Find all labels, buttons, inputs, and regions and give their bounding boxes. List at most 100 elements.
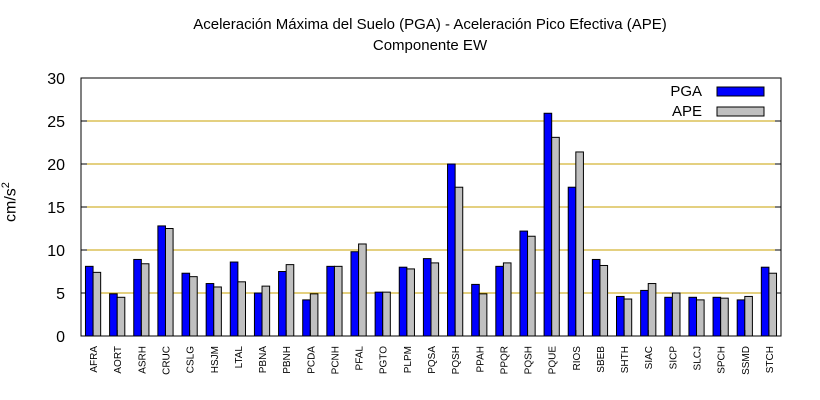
bar-pga — [374, 291, 384, 337]
bar-pga — [157, 225, 166, 337]
bar-pga — [350, 251, 360, 337]
x-tick-label: PCDA — [306, 346, 317, 374]
bar-pga — [736, 299, 746, 337]
bar-ape — [237, 281, 246, 337]
bar-pga — [664, 296, 673, 337]
bar-pga — [712, 296, 722, 337]
bar-ape — [527, 235, 536, 337]
bar-pga — [205, 283, 215, 337]
x-tick-label: AFRA — [89, 346, 100, 373]
bar-ape — [575, 151, 584, 337]
bar-ape — [309, 293, 319, 337]
bar-pga — [326, 265, 335, 337]
y-tick-label: 0 — [56, 329, 65, 346]
x-tick-label: PQSH — [524, 346, 535, 374]
x-tick-label: SBEB — [596, 346, 607, 373]
bar-pga — [229, 261, 239, 337]
bar-ape — [430, 262, 440, 337]
x-tick-label: AORT — [113, 346, 124, 374]
bar-pga — [543, 112, 553, 337]
bar-ape — [647, 283, 657, 337]
legend-label-pga: PGA — [670, 83, 702, 100]
x-tick-label: PGTO — [379, 346, 390, 374]
x-tick-label: STCH — [765, 346, 776, 373]
x-tick-label: SIAC — [644, 346, 655, 369]
bar-ape — [189, 276, 198, 337]
y-tick-label: 20 — [47, 157, 65, 174]
bar-pga — [84, 265, 94, 337]
chart-title: Aceleración Máxima del Suelo (PGA) - Ace… — [193, 16, 667, 33]
bar-pga — [688, 296, 698, 337]
legend-swatch-ape — [716, 106, 765, 117]
bar-ape — [164, 228, 174, 337]
bar-ape — [116, 296, 126, 337]
bar-ape — [261, 285, 271, 337]
bar-pga — [302, 299, 311, 337]
bar-ape — [358, 243, 367, 337]
bar-ape — [92, 271, 102, 337]
x-tick-label: SPCH — [717, 346, 728, 374]
bar-pga — [278, 271, 287, 337]
x-tick-label: SICP — [668, 346, 679, 370]
bar-ape — [551, 136, 560, 337]
bar-pga — [181, 272, 191, 337]
bar-pga — [760, 266, 770, 337]
bar-ape — [696, 299, 705, 337]
bar-ape — [213, 286, 222, 337]
x-tick-label: PCNH — [330, 346, 341, 374]
bar-pga — [398, 266, 408, 337]
bar-pga — [640, 289, 649, 337]
legend-swatch-pga — [716, 86, 765, 97]
bar-pga — [109, 293, 118, 337]
bar-pga — [447, 163, 456, 337]
x-tick-label: PPQR — [499, 346, 510, 374]
x-tick-label: HSJM — [210, 346, 221, 373]
bar-pga — [133, 258, 142, 337]
bar-pga — [616, 295, 625, 337]
plot-frame — [80, 77, 782, 337]
bar-pga — [422, 258, 432, 337]
bar-pga — [253, 292, 263, 337]
x-tick-label: PBNH — [282, 346, 293, 374]
y-tick-label: 30 — [47, 71, 65, 88]
bar-pga — [495, 265, 504, 337]
x-tick-label: PQSA — [427, 346, 438, 374]
bar-ape — [382, 291, 391, 337]
x-tick-label: PLPM — [403, 346, 414, 373]
x-tick-label: ASRH — [137, 346, 148, 374]
bar-ape — [140, 263, 150, 337]
bar-pga — [519, 230, 529, 337]
x-tick-label: CSLG — [186, 346, 197, 373]
bar-ape — [744, 295, 753, 337]
x-tick-label: PPAH — [475, 346, 486, 373]
y-tick-label: 10 — [47, 243, 65, 260]
bar-ape — [768, 272, 778, 337]
bar-ape — [406, 268, 415, 337]
bar-pga — [471, 283, 480, 337]
bar-ape — [454, 186, 464, 337]
chart-subtitle: Componente EW — [372, 37, 488, 54]
legend-label-ape: APE — [672, 103, 702, 120]
y-tick-label: 15 — [47, 200, 65, 217]
bar-pga — [591, 258, 601, 337]
y-tick-label: 25 — [47, 114, 65, 131]
bar-ape — [623, 298, 633, 337]
x-tick-label: SHTH — [620, 346, 631, 373]
x-tick-label: SLCJ — [693, 346, 704, 370]
x-tick-label: SSMD — [741, 346, 752, 375]
y-tick-label: 5 — [56, 286, 65, 303]
bar-ape — [599, 264, 609, 337]
bar-ape — [720, 297, 729, 337]
x-tick-label: PQSH — [451, 346, 462, 374]
x-tick-label: PFAL — [355, 346, 366, 371]
x-tick-label: RIOS — [572, 346, 583, 371]
bar-pga — [567, 186, 577, 337]
bar-ape — [478, 293, 488, 337]
bar-ape — [333, 265, 343, 337]
x-tick-label: PBNA — [258, 346, 269, 374]
x-tick-label: LTAL — [234, 346, 245, 369]
x-tick-label: CRUC — [161, 346, 172, 375]
bar-ape — [671, 292, 681, 337]
